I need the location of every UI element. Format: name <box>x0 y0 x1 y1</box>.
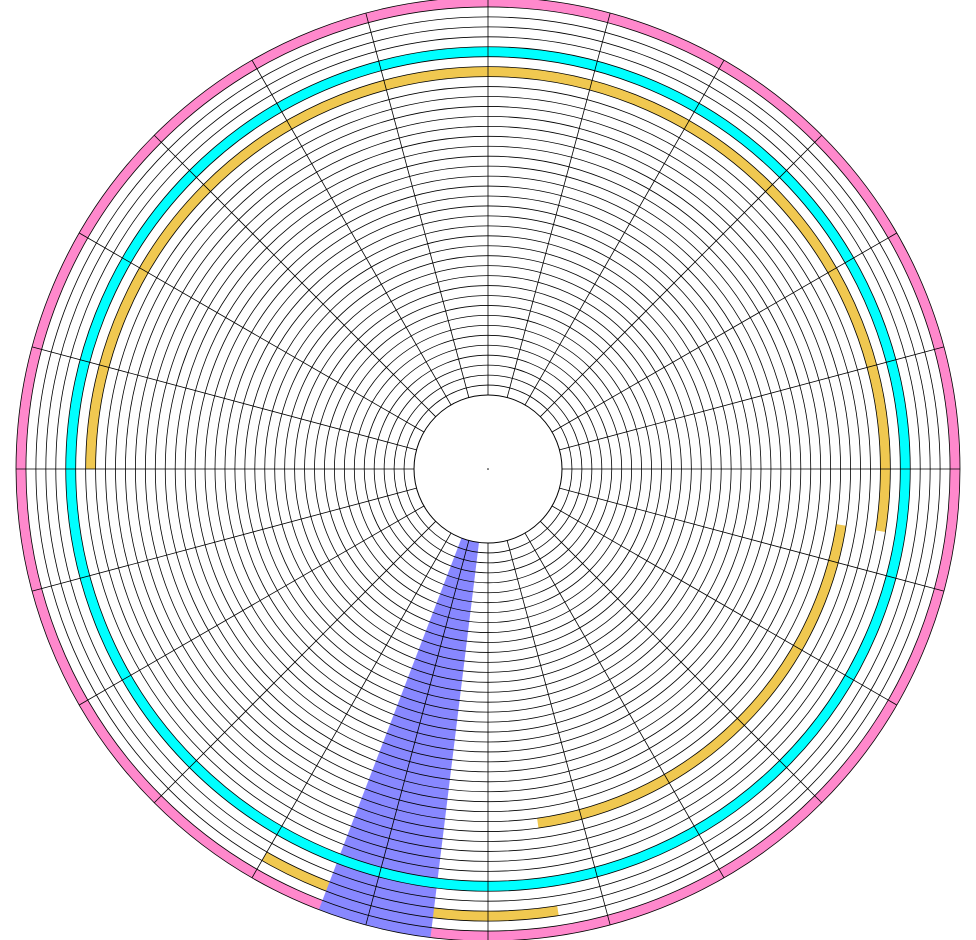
sector-line <box>79 232 425 433</box>
sector-line <box>524 532 725 878</box>
sector-line <box>251 60 452 406</box>
sector-line <box>559 346 945 451</box>
sector-line <box>365 12 470 398</box>
sector-line <box>540 134 823 417</box>
sector-line <box>31 487 417 592</box>
sector-line <box>31 346 417 451</box>
sector-line <box>251 532 452 878</box>
gold-track-arc <box>537 524 847 829</box>
sector-line <box>365 540 470 926</box>
sector-line <box>551 505 897 706</box>
sector-line <box>153 134 436 417</box>
sector-line <box>79 505 425 706</box>
center-point <box>487 468 489 470</box>
sector-line <box>506 12 611 398</box>
sector-line <box>506 540 611 926</box>
sector-line <box>153 521 436 804</box>
sector-line <box>540 521 823 804</box>
sector-line <box>524 60 725 406</box>
sector-line <box>559 487 945 592</box>
sector-grid <box>15 0 961 940</box>
sector-line <box>551 232 897 433</box>
